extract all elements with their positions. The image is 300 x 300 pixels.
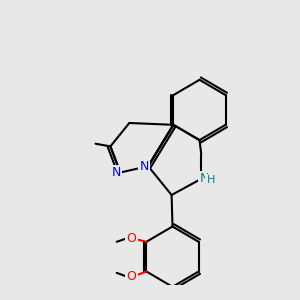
Text: H: H xyxy=(207,175,215,185)
Text: N: N xyxy=(199,172,209,185)
Text: O: O xyxy=(127,232,136,245)
Text: N: N xyxy=(140,160,149,173)
Text: O: O xyxy=(127,270,136,283)
Text: N: N xyxy=(112,166,121,179)
